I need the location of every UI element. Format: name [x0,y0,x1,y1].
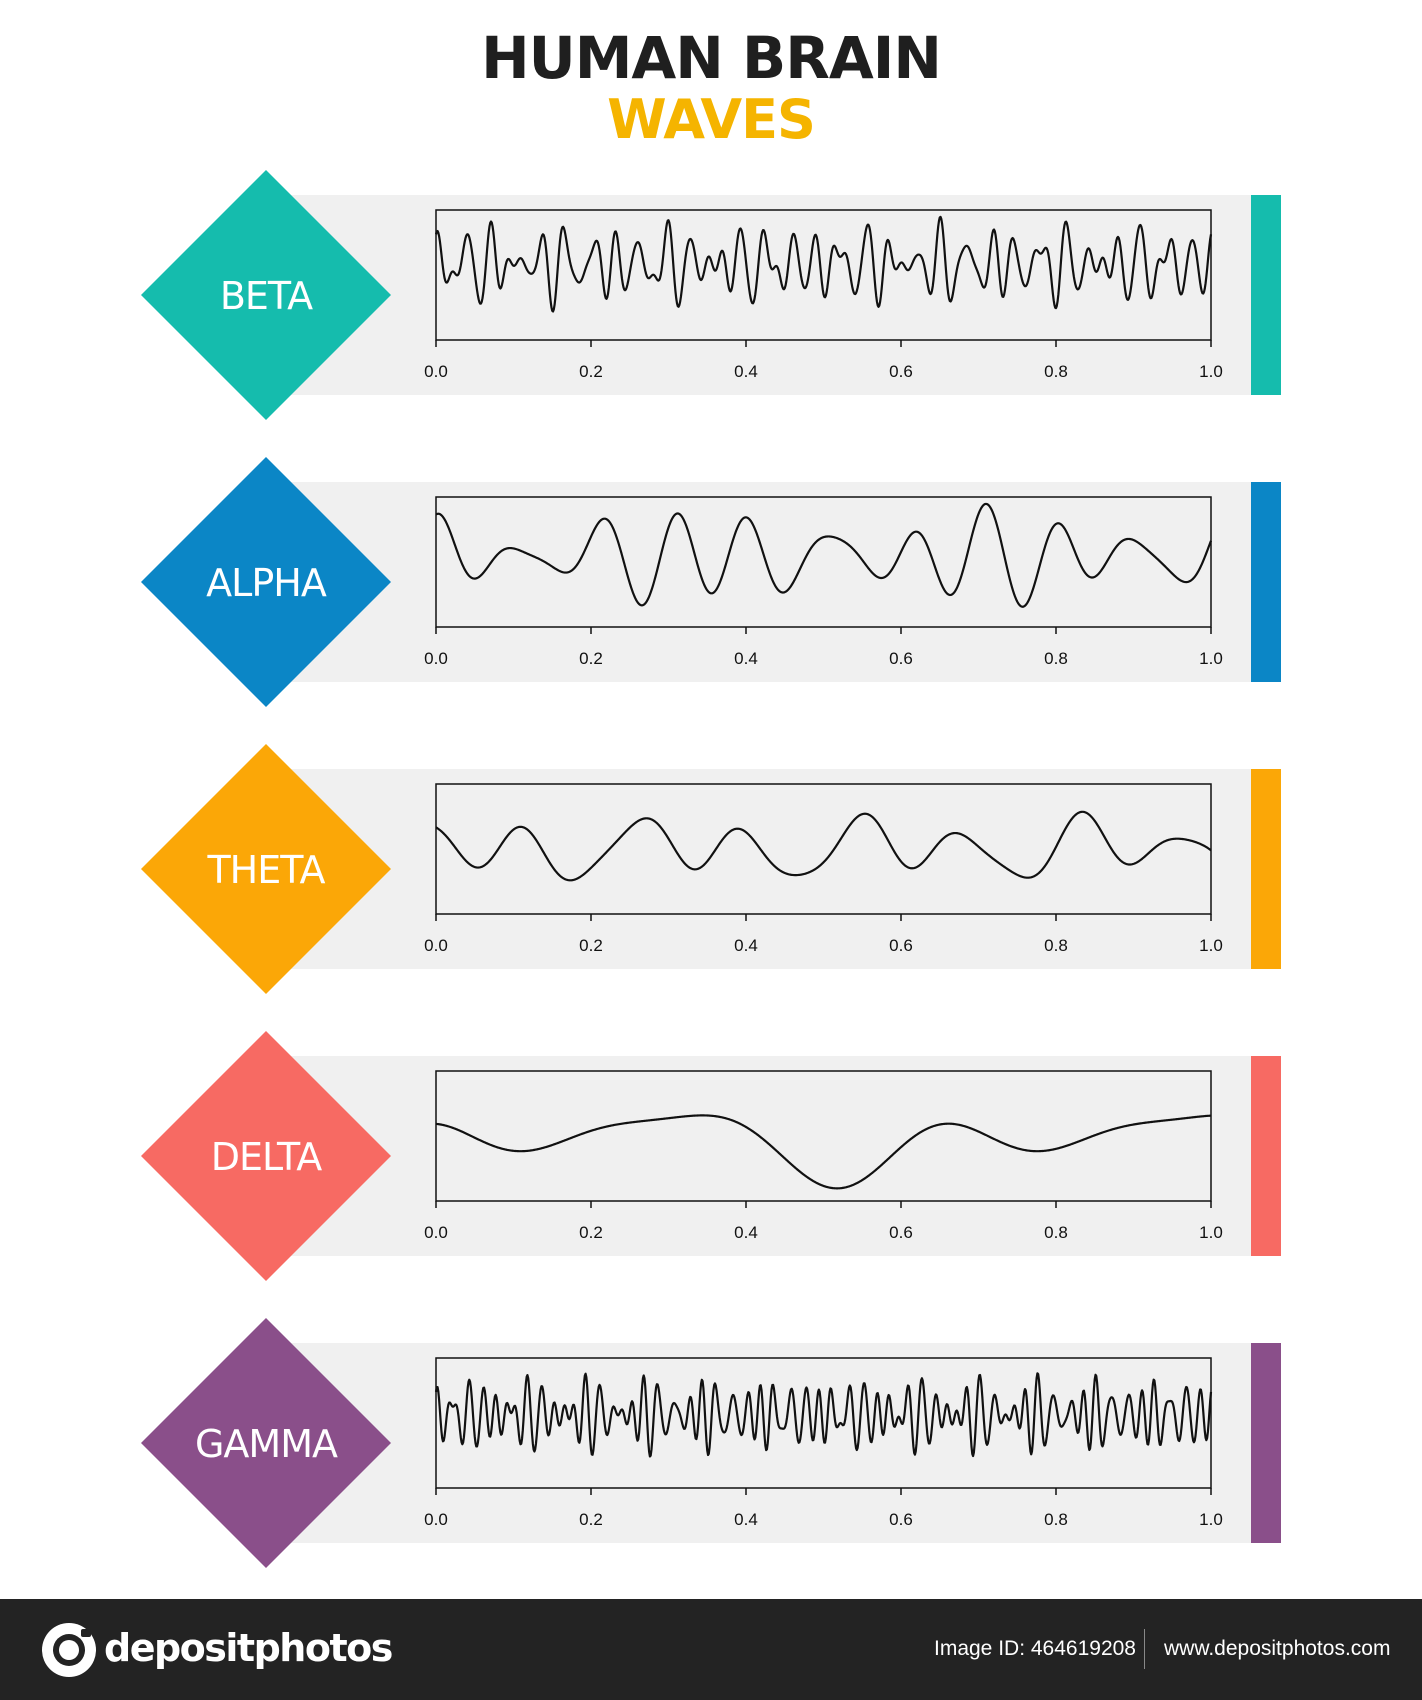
row-diamond [141,170,391,420]
x-tick-label: 0.4 [734,362,758,381]
footer-website-link[interactable]: www.depositphotos.com [1164,1637,1391,1660]
wave-row-gamma: GAMMA 0.0 0.2 0.4 0.6 0.8 1.0 [141,1318,1281,1568]
x-tick-label: 0.8 [1044,1223,1068,1242]
row-label: THETA [206,848,325,892]
x-tick-label: 0.0 [424,936,448,955]
row-label: BETA [220,274,313,318]
page-title: HUMAN BRAIN [481,24,942,92]
title-block: HUMAN BRAIN WAVES [0,26,1422,150]
plot-frame [435,496,1212,628]
x-tick-label: 1.0 [1199,649,1223,668]
x-tick-label: 0.2 [579,1510,603,1529]
wave-line [435,502,1213,608]
plot-frame [435,1070,1212,1202]
row-diamond [141,744,391,994]
x-tick-label: 0.6 [889,362,913,381]
x-tick-label: 0.2 [579,649,603,668]
x-tick-label: 0.4 [734,936,758,955]
plot-frame [435,209,1212,341]
row-color-bar [1251,1343,1281,1543]
wave-row-delta: DELTA 0.0 0.2 0.4 0.6 0.8 1.0 [141,1031,1281,1281]
row-label: ALPHA [206,561,327,605]
x-tick-label: 0.0 [424,362,448,381]
x-tick-label: 0.6 [889,1510,913,1529]
x-tick-label: 0.6 [889,649,913,668]
row-color-bar [1251,195,1281,395]
x-tick-label: 0.2 [579,936,603,955]
row-band [290,482,1252,682]
wave-line [434,215,1213,313]
plot-frame [435,1357,1212,1489]
x-tick-label: 0.8 [1044,936,1068,955]
wave-row-beta: BETA 0.0 0.2 0.4 0.6 0.8 1.0 [141,170,1281,420]
camera-logo-icon [42,1623,96,1677]
footer-image-id: Image ID: 464619208 [934,1637,1136,1660]
row-band [290,1056,1252,1256]
wave-line [435,810,1212,882]
x-tick-label: 0.4 [734,1223,758,1242]
waves-chart-area: BETA 0.0 0.2 0.4 0.6 0.8 1.0 ALPHA 0.0 0.2 0.4 0.6 0… [141,170,1281,1568]
row-color-bar [1251,769,1281,969]
row-color-bar [1251,1056,1281,1256]
wave-line [434,1372,1213,1458]
wave-line [435,1114,1212,1190]
x-tick-label: 0.8 [1044,1510,1068,1529]
x-tick-label: 1.0 [1199,362,1223,381]
row-diamond [141,1031,391,1281]
x-tick-label: 0.6 [889,1223,913,1242]
row-band [290,769,1252,969]
x-tick-label: 0.4 [734,649,758,668]
x-tick-label: 0.2 [579,362,603,381]
row-diamond [141,1318,391,1568]
x-tick-label: 0.2 [579,1223,603,1242]
x-tick-label: 0.6 [889,936,913,955]
x-tick-label: 0.0 [424,1510,448,1529]
wave-row-alpha: ALPHA 0.0 0.2 0.4 0.6 0.8 1.0 [141,457,1281,707]
page-subtitle: WAVES [607,88,816,151]
row-diamond [141,457,391,707]
x-tick-label: 0.8 [1044,362,1068,381]
row-color-bar [1251,482,1281,682]
x-tick-label: 1.0 [1199,1510,1223,1529]
x-tick-label: 0.0 [424,1223,448,1242]
footer-bar: depositphotos Image ID: 464619208 www.de… [0,1599,1422,1700]
x-tick-label: 0.4 [734,1510,758,1529]
footer-divider [1144,1629,1145,1669]
row-label: DELTA [211,1135,322,1179]
footer-brand: depositphotos [104,1626,393,1670]
x-tick-label: 1.0 [1199,936,1223,955]
x-tick-label: 1.0 [1199,1223,1223,1242]
x-tick-label: 0.0 [424,649,448,668]
x-tick-label: 0.8 [1044,649,1068,668]
wave-row-theta: THETA 0.0 0.2 0.4 0.6 0.8 1.0 [141,744,1281,994]
row-band [290,195,1252,395]
row-label: GAMMA [195,1422,338,1466]
